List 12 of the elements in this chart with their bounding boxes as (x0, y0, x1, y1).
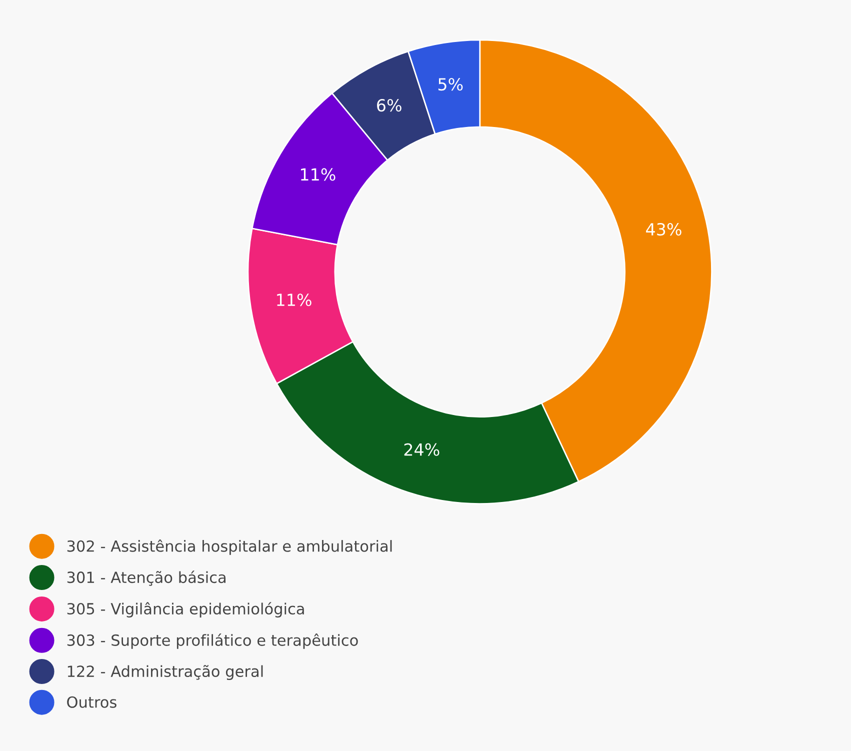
legend-label: 302 - Assistência hospitalar e ambulatorial (67, 539, 392, 555)
data-label: 24% (404, 443, 440, 456)
data-label: 5% (438, 78, 463, 91)
legend-label: 301 - Atenção básica (67, 570, 226, 586)
data-label: 6% (377, 98, 402, 112)
data-label: 43% (646, 222, 682, 236)
legend-label: 303 - Suporte profilático e terapêutico (67, 634, 358, 649)
data-label: 11% (301, 168, 336, 181)
legend-label: Outros (67, 696, 116, 708)
data-label: 11% (277, 294, 312, 306)
legend-label: 122 - Administração geral (68, 664, 263, 680)
legend-label: 305 - Vigilância epidemiológica (67, 602, 304, 618)
